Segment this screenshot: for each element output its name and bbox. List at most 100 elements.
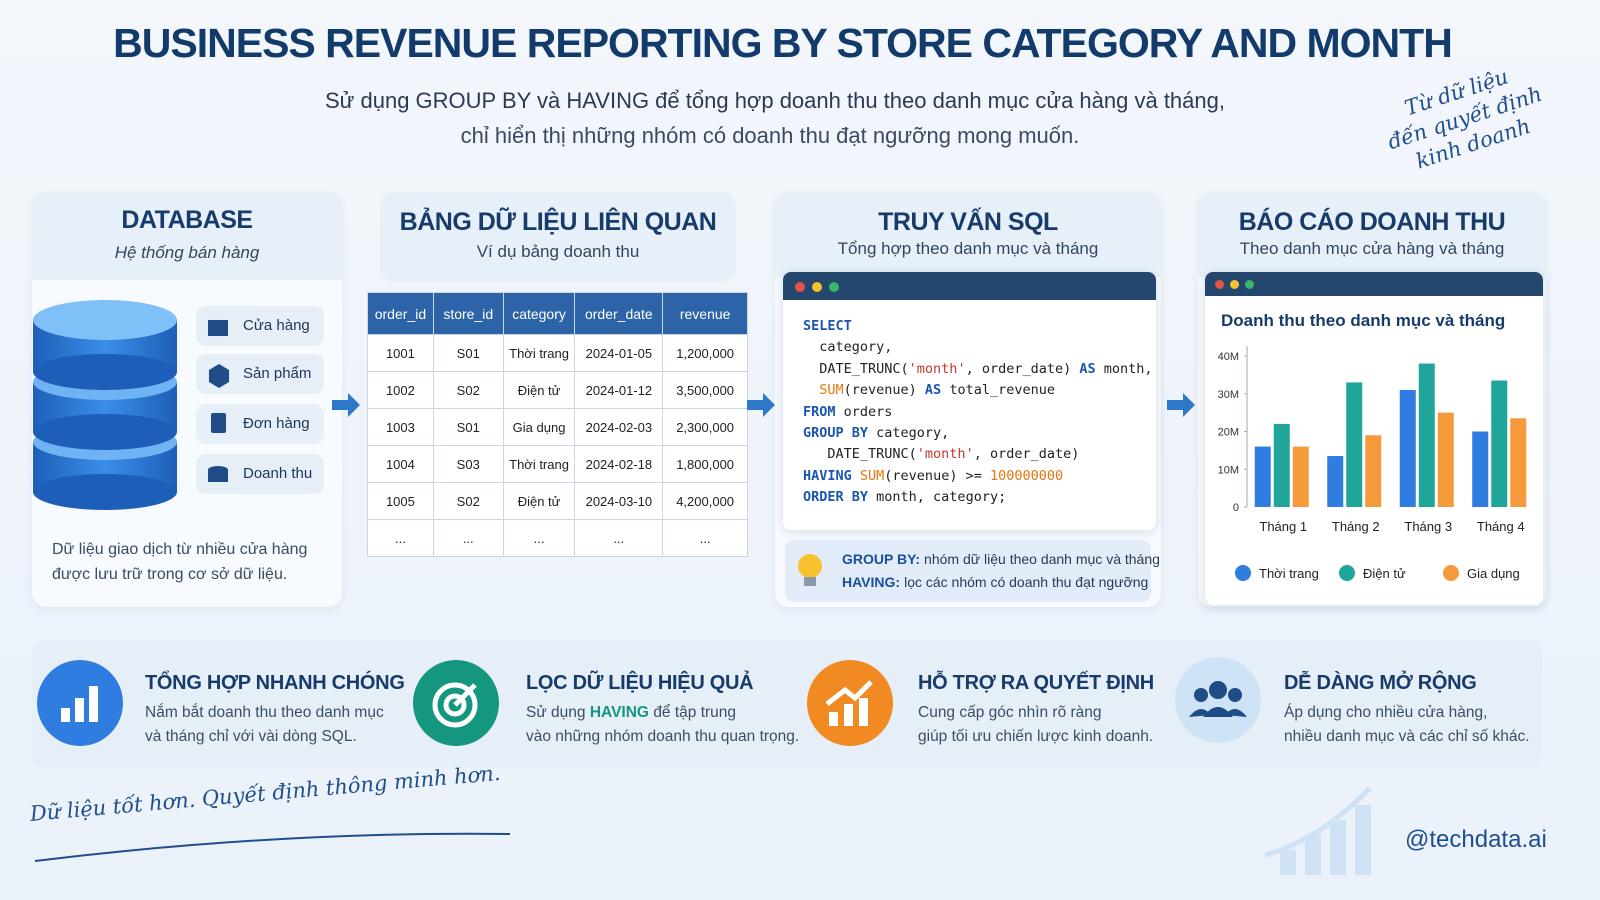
dot: [812, 282, 822, 292]
coins-icon: [208, 470, 228, 482]
legend-swatch: [1235, 565, 1251, 581]
window-bar: [783, 272, 1156, 300]
code-line: FROM orders: [803, 404, 892, 420]
code-token: month,: [1095, 360, 1153, 377]
window-bar: [1205, 272, 1543, 296]
legend-label: Điện tử: [1363, 566, 1406, 581]
code-line: SUM(revenue) AS total_revenue: [803, 382, 1055, 398]
feature-text: và tháng chỉ với vài dòng SQL.: [145, 728, 357, 745]
tip: GROUP BY: nhóm dữ liệu theo danh mục và t…: [842, 551, 1160, 567]
arrow: [747, 393, 775, 417]
code-token: category,: [803, 339, 893, 356]
chart-icon: [61, 686, 98, 722]
table-row: 1003 S01 Gia dụng 2024-02-03 2,300,000: [367, 408, 748, 446]
dot: [829, 282, 839, 292]
code-token: AS: [924, 382, 942, 399]
code-token: GROUP BY: [803, 425, 869, 441]
feature-icon: [37, 660, 123, 746]
slogan: Dữ liệu tốt hơn. Quyết định thông minh h…: [28, 760, 502, 826]
y-tick-label: 40M: [1218, 351, 1239, 363]
bar: [1273, 423, 1290, 507]
bar: [1491, 380, 1508, 507]
legend-label: Thời trang: [1259, 566, 1319, 581]
x-tick-label: Tháng 2: [1332, 519, 1380, 534]
table-cell: S03: [432, 445, 504, 483]
code-token: FROM: [803, 403, 836, 420]
table-cell: 3,500,000: [662, 371, 748, 409]
team-icon: [1189, 681, 1247, 717]
code-token: 100000000: [989, 467, 1064, 484]
bar-chart: Doanh thu theo danh mục và tháng 0 10M 20M 3…: [1218, 311, 1527, 581]
subtitle: Sử dụng GROUP BY và HAVING để tổng hợp d…: [324, 88, 1225, 113]
data-table: order_id store_id category order_date revenu…: [367, 292, 748, 557]
bar: [1254, 446, 1271, 507]
panel-subtitle: Tổng hợp theo danh mục và tháng: [837, 239, 1099, 258]
dot: [1245, 280, 1254, 289]
table-cell: 1004: [367, 445, 434, 483]
tip-term: GROUP BY:: [842, 551, 921, 567]
legend-label: Gia dụng: [1467, 566, 1520, 581]
feature-title: LỌC DỮ LIỆU HIỆU QUẢ: [526, 672, 754, 694]
order-icon: [211, 413, 226, 433]
table-row: 1002 S02 Điện tử 2024-01-12 3,500,000: [367, 371, 748, 409]
table-cell: S02: [432, 371, 504, 409]
slogan-underline: [34, 832, 511, 862]
bar: [1327, 456, 1344, 507]
table-cell: 1,800,000: [662, 445, 748, 483]
table-cell: 2024-01-05: [574, 334, 664, 372]
legend-swatch: [1443, 565, 1459, 581]
table-cell: 2024-02-18: [574, 445, 664, 483]
store-icon: [208, 320, 228, 336]
feature-text: Cung cấp góc nhìn rõ ràng: [918, 704, 1102, 721]
subtitle: chỉ hiển thị những nhóm có doanh thu đạt…: [460, 123, 1080, 148]
panel-subtitle: Ví dụ bảng doanh thu: [476, 242, 640, 261]
code-line: DATE_TRUNC('month', order_date) AS month…: [803, 360, 1153, 377]
bar: [1292, 446, 1309, 507]
feature-text: Sử dụng: [526, 704, 586, 721]
table-cell: S01: [432, 334, 504, 372]
code-token: (revenue): [843, 382, 925, 399]
code-line: HAVING SUM(revenue) >= 100000000: [803, 468, 1063, 484]
table-header-row: order_id store_id category order_date revenu…: [367, 292, 748, 335]
feature-line: vào những nhóm doanh thu quan trọng.: [526, 728, 804, 746]
table-row: 1004 S03 Thời trang 2024-02-18 1,800,000: [367, 445, 748, 483]
legend-swatch: [1339, 565, 1355, 581]
feature-text: Nắm bắt doanh thu theo danh mục: [145, 704, 384, 721]
table-cell: Điện tử: [502, 482, 576, 520]
code-line: ORDER BY month, category;: [803, 489, 1006, 505]
bar: [1437, 412, 1454, 507]
features-strip: [32, 640, 1542, 768]
table-cell: 1,200,000: [662, 334, 748, 372]
code-line: category,: [803, 339, 892, 355]
code-token: category,: [868, 425, 950, 441]
arrows: [332, 393, 1195, 417]
feature-text: giúp tối ưu chiến lược kinh doanh.: [918, 728, 1154, 745]
table-cell: 1002: [367, 371, 434, 409]
x-tick-label: Tháng 1: [1259, 519, 1307, 534]
feature-icon: [413, 660, 499, 746]
table-cell: ...: [502, 519, 576, 557]
feature-line: Sử dụng HAVING để tập trung: [526, 704, 740, 722]
arrow: [1167, 393, 1195, 417]
bar: [1472, 431, 1489, 507]
target-icon: [432, 682, 478, 728]
code-token: DATE_TRUNC(: [803, 360, 909, 377]
y-tick-label: 20M: [1218, 427, 1239, 439]
bar: [1418, 363, 1435, 507]
feature-title: TỔNG HỢP NHANH CHÓNG: [145, 672, 405, 694]
note-line: được lưu trữ trong cơ sở dữ liệu.: [52, 566, 288, 583]
code-line: GROUP BY category,: [803, 425, 949, 441]
column-header: category: [502, 292, 576, 335]
feature-text: HAVING: [589, 704, 649, 721]
card-header: [775, 192, 1161, 277]
card-header: [32, 192, 342, 280]
card-header: [1198, 192, 1546, 277]
code-window: [783, 272, 1156, 530]
code-token: (revenue) >=: [884, 467, 990, 484]
code-token: , order_date): [965, 360, 1080, 377]
bulb-icon: [798, 554, 822, 586]
panel-subtitle: Theo danh mục cửa hàng và tháng: [1239, 239, 1505, 258]
bar: [1510, 418, 1527, 507]
table-cell: 1001: [367, 334, 434, 372]
